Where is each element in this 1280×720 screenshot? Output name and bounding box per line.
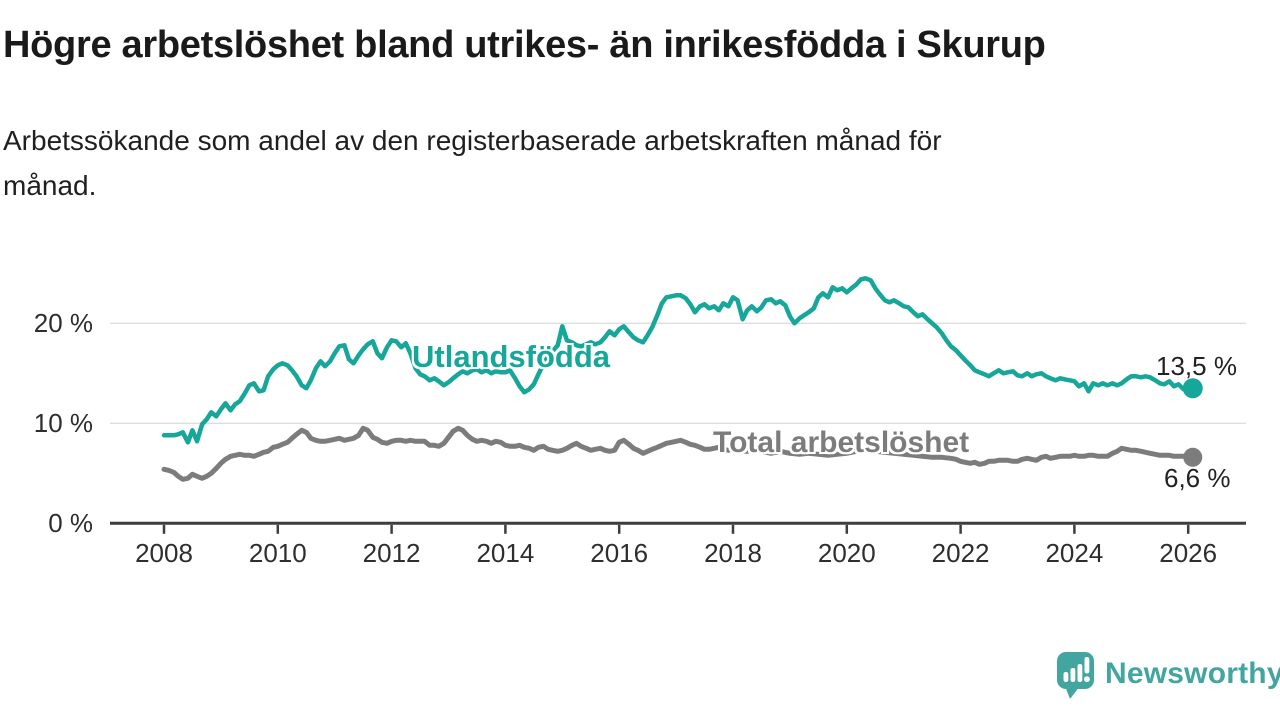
- newsworthy-bubble-chart-icon: [1057, 652, 1094, 699]
- y-axis-tick-label-0: 0 %: [48, 508, 93, 538]
- y-axis-tick-label-10: 10 %: [33, 408, 93, 438]
- page-title: Högre arbetslöshet bland utrikes- än inr…: [3, 24, 1046, 66]
- chart-subtitle-line2: månad.: [3, 170, 97, 201]
- chart-subtitle-line1: Arbetssökande som andel av den registerb…: [3, 125, 942, 156]
- end-value-label-utlandsfodda: 13,5 %: [1156, 351, 1237, 381]
- x-axis-tick-label: 2022: [931, 538, 990, 568]
- series-end-dot-total: [1183, 447, 1203, 467]
- x-axis-tick-label: 2014: [476, 538, 535, 568]
- newsworthy-logo-text: Newsworthy: [1105, 657, 1280, 690]
- newsworthy-logo[interactable]: Newsworthy: [1056, 650, 1280, 700]
- x-axis-tick-label: 2024: [1045, 538, 1104, 568]
- series-label-total-arbetsloshet: Total arbetslöshet: [713, 426, 970, 459]
- chart-subtitle: Arbetssökande som andel av den registerb…: [3, 118, 1203, 208]
- y-axis-tick-label-20: 20 %: [33, 308, 93, 338]
- end-value-label-total: 6,6 %: [1164, 463, 1231, 493]
- series-line-utlandsfodda: [161, 276, 1196, 445]
- series-line-total: [161, 425, 1196, 482]
- x-axis-tick-label: 2018: [704, 538, 762, 568]
- series-end-dot-utlandsfodda: [1182, 378, 1203, 399]
- x-axis-tick-label: 2012: [362, 538, 421, 568]
- x-axis-tick-label: 2016: [590, 538, 649, 568]
- x-axis-tick-label: 2008: [135, 538, 193, 568]
- series-label-utlandsfodda: Utlandsfödda: [412, 339, 611, 374]
- x-axis-tick-label: 2026: [1159, 538, 1218, 568]
- x-axis-tick-label: 2020: [817, 538, 876, 568]
- x-axis-tick-label: 2010: [248, 538, 307, 568]
